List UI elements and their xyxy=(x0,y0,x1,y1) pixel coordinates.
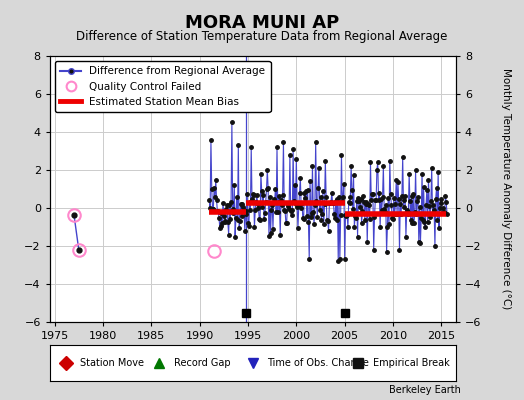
Legend: Difference from Regional Average, Quality Control Failed, Estimated Station Mean: Difference from Regional Average, Qualit… xyxy=(55,61,270,112)
Y-axis label: Monthly Temperature Anomaly Difference (°C): Monthly Temperature Anomaly Difference (… xyxy=(501,68,511,310)
Text: Berkeley Earth: Berkeley Earth xyxy=(389,385,461,395)
Text: Time of Obs. Change: Time of Obs. Change xyxy=(267,358,369,368)
Text: Station Move: Station Move xyxy=(80,358,144,368)
Text: Empirical Break: Empirical Break xyxy=(373,358,450,368)
Text: MORA MUNI AP: MORA MUNI AP xyxy=(185,14,339,32)
Text: Difference of Station Temperature Data from Regional Average: Difference of Station Temperature Data f… xyxy=(77,30,447,43)
Text: Record Gap: Record Gap xyxy=(173,358,230,368)
